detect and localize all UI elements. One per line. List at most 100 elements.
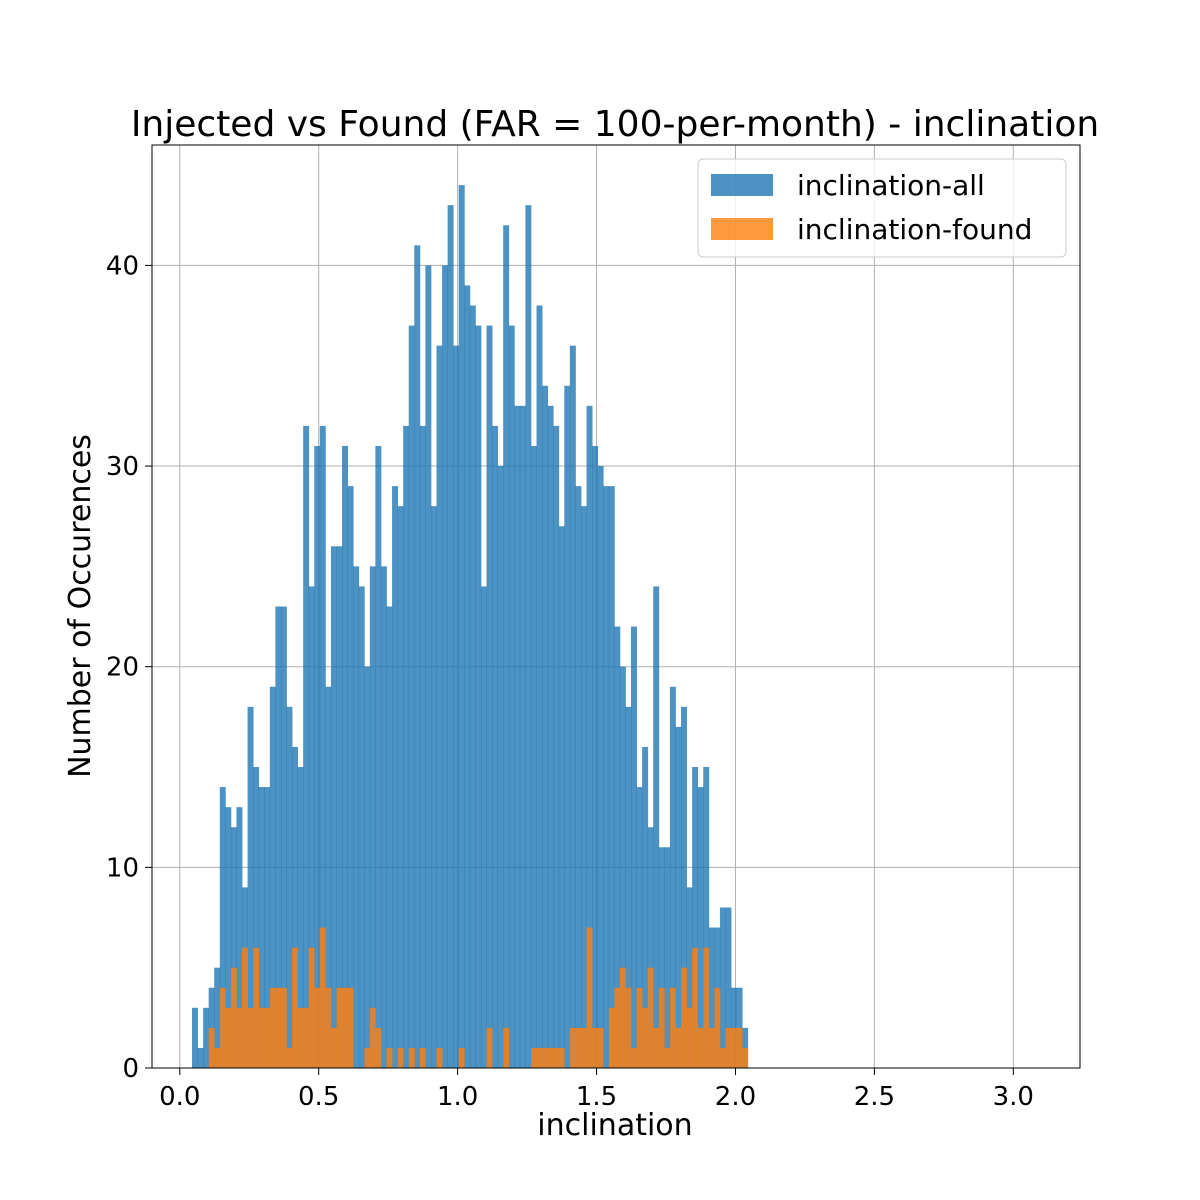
inclination-all-bar-71 [586,405,593,1068]
inclination-all-bar-87 [675,726,682,1068]
inclination-found-bar-91 [697,1027,704,1068]
inclination-found-bar-73 [597,1027,604,1068]
inclination-all-bar-60 [525,205,532,1068]
inclination-all-bar-10 [247,706,254,1068]
x-tick-label-4: 2.0 [715,1082,756,1112]
inclination-found-bar-92 [703,947,710,1068]
inclination-found-bar-44 [436,1047,443,1068]
inclination-found-bar-11 [253,947,260,1068]
inclination-all-bar-30 [358,586,365,1068]
inclination-found-bar-33 [375,1027,382,1068]
inclination-all-bar-15 [275,606,282,1068]
inclination-found-bar-9 [242,947,248,1068]
inclination-all-bar-27 [342,445,349,1068]
legend-swatch-inclination-found [711,218,773,240]
x-tick-label-6: 3.0 [993,1082,1034,1112]
inclination-found-bar-4 [214,1047,221,1068]
inclination-found-bar-98 [736,1027,743,1068]
inclination-all-bar-31 [364,666,371,1068]
inclination-all-bar-82 [647,827,654,1068]
inclination-all-bar-16 [280,606,287,1068]
inclination-found-bar-48 [458,1047,465,1068]
inclination-found-bar-81 [642,1007,649,1068]
legend-label-inclination-all: inclination-all [797,169,985,202]
inclination-found-bar-35 [386,1047,393,1068]
inclination-all-bar-36 [392,486,399,1068]
inclination-found-bar-3 [208,1027,215,1068]
inclination-found-bar-82 [647,967,654,1068]
inclination-found-bar-97 [731,1027,737,1068]
inclination-found-bar-69 [575,1027,582,1068]
inclination-all-bar-74 [603,486,610,1068]
inclination-all-bar-46 [447,205,454,1068]
inclination-all-bar-62 [536,305,543,1068]
inclination-all-bar-38 [403,425,410,1068]
inclination-all-bar-32 [369,566,376,1068]
inclination-found-bar-65 [553,1047,560,1068]
inclination-found-bar-62 [536,1047,543,1068]
inclination-all-bar-33 [375,445,382,1068]
inclination-found-bar-76 [614,987,621,1068]
inclination-all-bar-25 [330,546,337,1068]
inclination-all-bar-5 [219,787,226,1068]
inclination-all-bar-88 [681,706,687,1068]
inclination-all-bar-45 [442,265,449,1068]
inclination-all-bar-56 [503,225,510,1068]
inclination-found-bar-93 [708,1027,715,1068]
inclination-all-bar-54 [492,425,499,1068]
inclination-all-bar-95 [719,907,726,1068]
y-tick-label-0: 0 [122,1054,139,1084]
inclination-all-bar-59 [519,405,526,1068]
inclination-all-bar-39 [408,325,415,1069]
inclination-found-bar-12 [258,1007,265,1068]
inclination-all-bar-75 [608,486,615,1068]
inclination-found-bar-21 [308,947,315,1068]
inclination-all-bar-89 [686,887,693,1068]
y-axis-label: Number of Occurences [63,434,98,778]
inclination-found-bar-37 [397,1047,404,1068]
inclination-found-bar-41 [419,1047,426,1068]
inclination-found-bar-26 [336,987,343,1068]
inclination-all-bar-17 [286,706,293,1068]
inclination-found-bar-80 [636,987,643,1068]
inclination-all-bar-34 [380,566,387,1068]
inclination-found-bar-17 [286,1047,293,1068]
inclination-all-bar-43 [430,506,437,1068]
inclination-found-bar-56 [503,1027,510,1068]
x-tick-label-3: 1.5 [576,1082,617,1112]
x-tick-label-2: 1.0 [437,1082,478,1112]
inclination-found-bar-72 [592,1027,599,1068]
inclination-all-bar-58 [514,405,521,1068]
inclination-all-bar-35 [386,606,393,1068]
inclination-all-bar-80 [636,787,643,1068]
inclination-all-bar-18 [292,746,298,1068]
inclination-all-bar-69 [575,486,582,1068]
inclination-all-bar-8 [236,807,243,1068]
inclination-found-bar-10 [247,1007,254,1068]
inclination-found-bar-66 [558,1047,565,1068]
inclination-found-bar-13 [264,1007,271,1068]
inclination-all-bar-76 [614,626,621,1068]
inclination-all-bar-4 [214,967,221,1068]
series-inclination-found [208,927,749,1068]
y-axis-ticks: 0 10 20 30 40 [106,251,152,1084]
inclination-all-bar-65 [553,425,560,1068]
x-axis-label: inclination [537,1108,692,1143]
y-tick-label-4: 40 [106,251,139,281]
inclination-found-bar-8 [236,1007,243,1068]
inclination-all-bar-22 [314,445,321,1068]
inclination-all-bar-28 [347,486,354,1068]
inclination-all-bar-81 [642,746,649,1068]
inclination-all-bar-79 [631,626,637,1068]
inclination-all-bar-90 [692,767,699,1068]
y-tick-label-1: 10 [106,853,139,883]
inclination-found-bar-75 [608,1007,615,1068]
inclination-all-bar-13 [264,787,271,1068]
inclination-found-bar-84 [658,987,665,1068]
inclination-all-bar-61 [530,445,537,1068]
inclination-all-bar-91 [697,787,704,1068]
inclination-found-bar-14 [269,987,276,1068]
inclination-all-bar-26 [336,546,343,1068]
inclination-all-bar-63 [542,385,549,1069]
inclination-all-bar-77 [619,666,626,1068]
